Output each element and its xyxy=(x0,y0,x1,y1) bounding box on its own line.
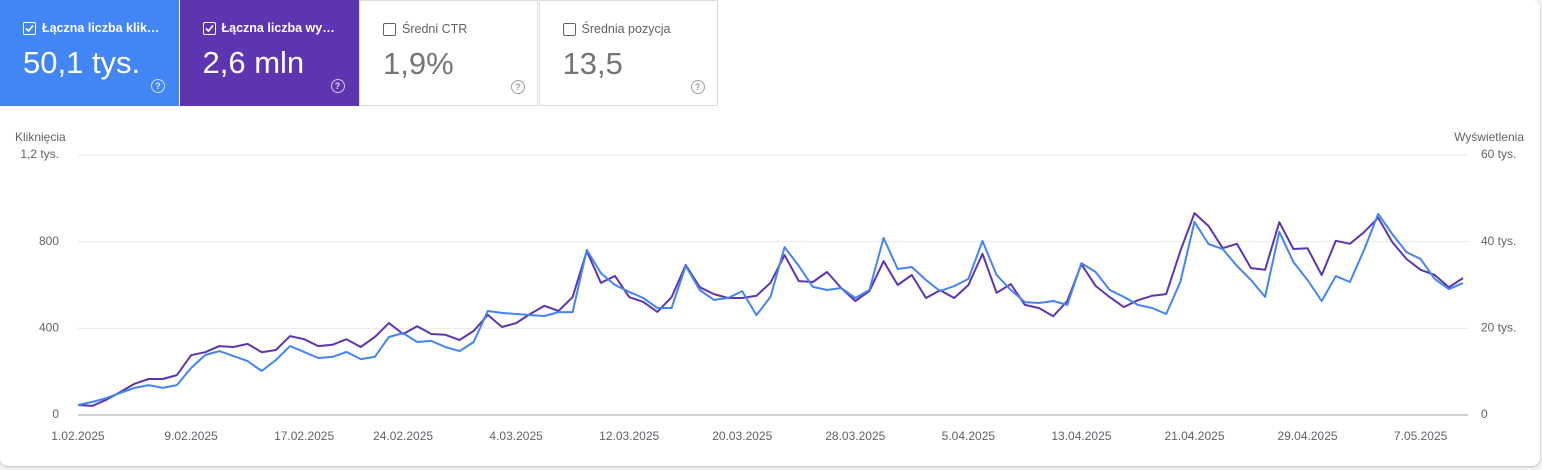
series-line xyxy=(77,212,1464,406)
x-tick-label: 28.03.2025 xyxy=(825,429,885,443)
metric-value: 13,5 xyxy=(562,46,623,81)
x-tick-label: 4.03.2025 xyxy=(489,429,543,443)
metric-card[interactable]: Łączna liczba wy… 2,6 mln? xyxy=(179,0,359,106)
y-tick-label: 800 xyxy=(39,234,59,248)
x-tick-label: 7.05.2025 xyxy=(1394,429,1448,443)
series-line xyxy=(77,212,1464,407)
metric-label: Łączna liczba klik… xyxy=(42,21,160,35)
x-tick-label: 29.04.2025 xyxy=(1278,429,1338,443)
metric-value: 50,1 tys. xyxy=(23,45,141,80)
metric-value: 2,6 mln xyxy=(202,45,305,80)
checkbox[interactable] xyxy=(202,22,216,35)
y-axis-title: Kliknięcia xyxy=(15,130,66,144)
x-tick-label: 1.02.2025 xyxy=(51,429,105,443)
y-tick-label: 400 xyxy=(39,321,59,335)
help-icon[interactable]: ? xyxy=(511,80,525,94)
y2-tick-label: 20 tys. xyxy=(1481,321,1516,335)
y2-tick-label: 0 xyxy=(1481,407,1488,421)
metric-label: Łączna liczba wy… xyxy=(221,21,335,35)
x-tick-label: 5.04.2025 xyxy=(942,429,996,443)
help-icon[interactable]: ? xyxy=(690,80,705,94)
y2-tick-label: 60 tys. xyxy=(1481,147,1516,161)
help-icon[interactable]: ? xyxy=(151,79,165,93)
metric-label: Średni CTR xyxy=(402,22,468,36)
x-tick-label: 20.03.2025 xyxy=(712,429,772,443)
metric-card[interactable]: Średnia pozycja 13,5? xyxy=(538,0,718,106)
x-tick-label: 12.03.2025 xyxy=(599,429,659,443)
x-tick-label: 13.04.2025 xyxy=(1051,429,1111,443)
metric-label: Średnia pozycja xyxy=(581,22,671,36)
x-tick-label: 17.02.2025 xyxy=(274,429,334,443)
checkbox[interactable] xyxy=(562,23,576,36)
check-icon xyxy=(25,24,34,33)
y2-tick-label: 40 tys. xyxy=(1481,234,1516,248)
help-icon[interactable]: ? xyxy=(330,79,345,93)
check-mark xyxy=(25,24,34,33)
x-tick-label: 21.04.2025 xyxy=(1164,429,1224,443)
checkbox[interactable] xyxy=(383,23,396,36)
y2-axis-title: Wyświetlenia xyxy=(1454,130,1524,144)
y-tick-label: 1,2 tys. xyxy=(20,147,59,161)
checkbox[interactable] xyxy=(23,22,36,35)
x-tick-label: 9.02.2025 xyxy=(164,429,218,443)
check-icon xyxy=(204,24,214,33)
x-tick-label: 24.02.2025 xyxy=(373,429,433,443)
metric-card[interactable]: Średni CTR 1,9%? xyxy=(359,0,538,106)
metric-value: 1,9% xyxy=(383,46,454,81)
check-mark xyxy=(204,24,214,33)
y-tick-label: 0 xyxy=(52,407,59,421)
metric-card[interactable]: Łączna liczba klik… 50,1 tys.? xyxy=(0,0,179,106)
